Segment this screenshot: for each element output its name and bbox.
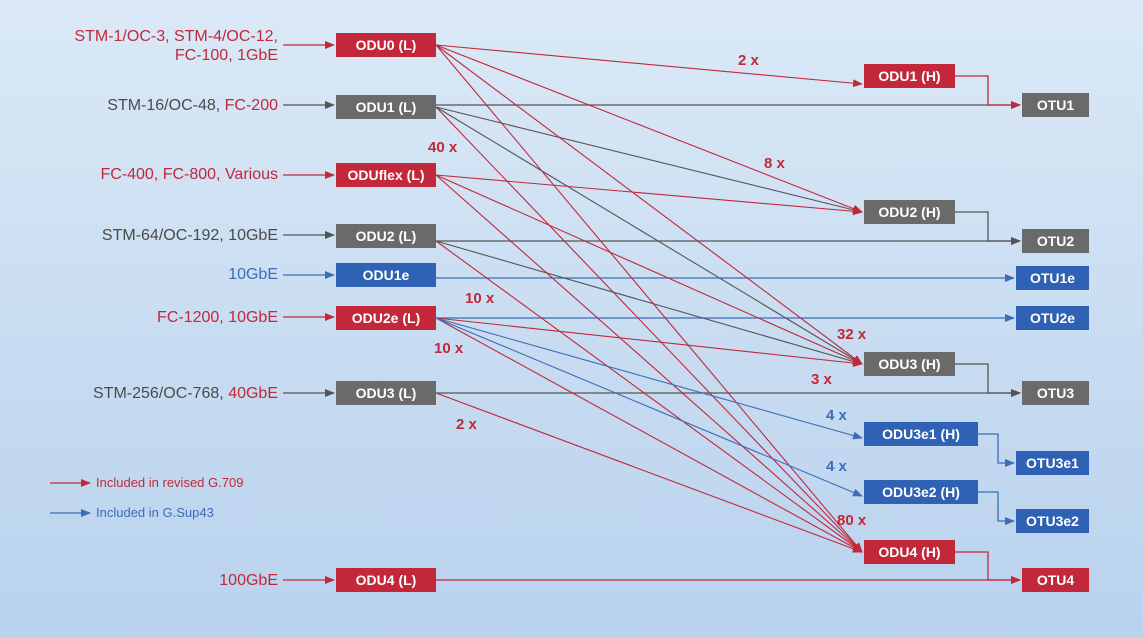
multiplier-3x: 3 x: [811, 371, 832, 388]
legend-blue-label: Included in G.Sup43: [96, 505, 214, 520]
mux-odu1l-odu4h: [435, 106, 863, 553]
mux-odu3l-odu4h: [435, 392, 863, 553]
multiplier-40x: 40 x: [428, 139, 458, 156]
box-odu2-higher: ODU2 (H): [864, 200, 955, 224]
elbow-odu3e2h-otu3e2: [978, 491, 1015, 525]
multiplier-32x: 32 x: [837, 326, 867, 343]
mux-odu2l-odu3h: [435, 240, 863, 366]
multiplier-4x-b: 4 x: [826, 458, 847, 475]
box-oduflex-lower: ODUflex (L): [336, 163, 436, 187]
box-otu2e: OTU2e: [1016, 306, 1089, 330]
elbow-odu2h-otu2: [955, 211, 1021, 245]
mux-odu2el-odu3h: [435, 317, 863, 368]
multiplier-8x: 8 x: [764, 155, 785, 172]
box-otu4: OTU4: [1022, 568, 1089, 592]
box-otu3: OTU3: [1022, 381, 1089, 405]
mux-odu2el-odu3e1h: [435, 317, 863, 440]
client-label-odu2e: FC-1200, 10GbE: [157, 309, 278, 326]
client-label-odu0: STM-1/OC-3, STM-4/OC-12, FC-100, 1GbE: [74, 27, 278, 65]
client-label-odu4: 100GbE: [219, 572, 278, 589]
box-odu4-higher: ODU4 (H): [864, 540, 955, 564]
box-otu3e1: OTU3e1: [1016, 451, 1089, 475]
mux-odu2l-odu4h: [435, 240, 863, 553]
elbow-odu1h-otu1: [955, 75, 1021, 109]
mux-odu0l-odu3h: [435, 44, 863, 365]
mux-odu0l-odu1h: [435, 44, 863, 88]
client-label-odu0-line1: STM-1/OC-3, STM-4/OC-12,: [74, 28, 278, 45]
client-label-odu1e: 10GbE: [228, 266, 278, 283]
box-otu3e2: OTU3e2: [1016, 509, 1089, 533]
box-odu1-higher: ODU1 (H): [864, 64, 955, 88]
box-odu3e1-higher: ODU3e1 (H): [864, 422, 978, 446]
client-label-odu3-part2: 40GbE: [228, 385, 278, 402]
multiplier-2x-bottom: 2 x: [456, 416, 477, 433]
legend-red-label: Included in revised G.709: [96, 475, 244, 490]
elbow-odu3h-otu3: [955, 363, 1021, 397]
multiplier-10x-b: 10 x: [434, 340, 464, 357]
box-odu4-lower: ODU4 (L): [336, 568, 436, 592]
client-label-oduflex: FC-400, FC-800, Various: [100, 166, 278, 183]
box-otu1: OTU1: [1022, 93, 1089, 117]
multiplier-80x: 80 x: [837, 512, 867, 529]
mux-oduflex-odu4h: [435, 174, 863, 553]
mux-odu2el-odu3e2h: [435, 317, 863, 497]
client-label-odu3-part1: STM-256/OC-768,: [93, 385, 229, 402]
client-arrows: [283, 41, 335, 584]
multiplier-4x-a: 4 x: [826, 407, 847, 424]
client-label-odu0-line2: FC-100, 1GbE: [174, 47, 278, 64]
multiplier-2x-top: 2 x: [738, 52, 759, 69]
mux-oduflex-odu2h: [435, 174, 863, 216]
client-label-odu2: STM-64/OC-192, 10GbE: [101, 227, 278, 244]
box-odu1-lower: ODU1 (L): [336, 95, 436, 119]
box-odu0-lower: ODU0 (L): [336, 33, 436, 57]
box-odu3e2-higher: ODU3e2 (H): [864, 480, 978, 504]
box-odu1e: ODU1e: [336, 263, 436, 287]
mux-lines-gray: [435, 106, 863, 366]
client-label-odu1-part2: FC-200: [224, 97, 278, 114]
box-otu1e: OTU1e: [1016, 266, 1089, 290]
mux-odu2el-odu4h: [435, 317, 863, 553]
box-odu2-lower: ODU2 (L): [336, 224, 436, 248]
mux-lines-red: [435, 44, 863, 553]
client-label-odu3: STM-256/OC-768, 40GbE: [93, 384, 278, 403]
elbow-connectors: [955, 75, 1021, 584]
box-odu2e-lower: ODU2e (L): [336, 306, 436, 330]
mux-oduflex-odu3h: [435, 174, 863, 365]
box-otu2: OTU2: [1022, 229, 1089, 253]
box-odu3-lower: ODU3 (L): [336, 381, 436, 405]
client-label-odu1-part1: STM-16/OC-48,: [107, 97, 225, 114]
elbow-odu3e1h-otu3e1: [978, 433, 1015, 467]
mux-odu1l-odu3h: [435, 106, 863, 365]
client-label-odu1: STM-16/OC-48, FC-200: [107, 96, 278, 115]
multiplier-10x-a: 10 x: [465, 290, 495, 307]
legend-arrows: [50, 479, 91, 517]
mux-odu0l-odu2h: [435, 44, 863, 213]
mux-lines-blue: [435, 317, 863, 497]
box-odu3-higher: ODU3 (H): [864, 352, 955, 376]
mux-odu1l-odu2h: [435, 106, 863, 214]
elbow-odu4h-otu4: [955, 551, 1021, 584]
mux-odu0l-odu4h: [435, 44, 863, 553]
